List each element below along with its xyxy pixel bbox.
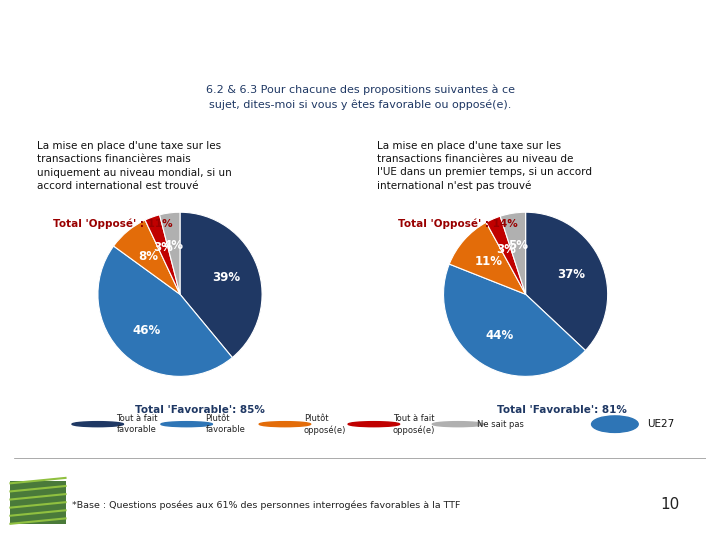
- Text: 39%: 39%: [212, 271, 240, 284]
- Circle shape: [432, 422, 484, 427]
- Circle shape: [72, 422, 124, 427]
- Text: 6.2 & 6.3 Pour chacune des propositions suivantes à ce
sujet, dites-moi si vous : 6.2 & 6.3 Pour chacune des propositions …: [205, 84, 515, 110]
- Text: La mise en place d'une taxe sur les
transactions financières au niveau de
l'UE d: La mise en place d'une taxe sur les tran…: [377, 141, 593, 191]
- Text: Ne sait pas: Ne sait pas: [477, 420, 523, 429]
- Text: Total 'Favorable': 85%: Total 'Favorable': 85%: [135, 406, 265, 415]
- Text: 11%: 11%: [474, 255, 503, 268]
- Text: 37%: 37%: [557, 268, 585, 281]
- Wedge shape: [486, 216, 526, 294]
- Wedge shape: [160, 212, 180, 294]
- Text: Total 'Opposé' : 14%: Total 'Opposé' : 14%: [398, 219, 518, 229]
- Text: 5%: 5%: [508, 239, 528, 252]
- FancyBboxPatch shape: [11, 481, 66, 524]
- Text: 3%: 3%: [496, 242, 516, 255]
- Text: Plutôt
favorable: Plutôt favorable: [205, 414, 246, 434]
- Wedge shape: [500, 212, 526, 294]
- Text: UE27: UE27: [647, 419, 675, 429]
- Text: Total 'Opposé' : 11%: Total 'Opposé' : 11%: [53, 219, 172, 229]
- Text: Tout à fait
opposé(e): Tout à fait opposé(e): [392, 414, 435, 435]
- Wedge shape: [449, 222, 526, 294]
- Text: 10: 10: [660, 497, 679, 512]
- Text: 1.1 TTF : les Européens sont à la fois pour une TTF uniquement au
niveau mondial: 1.1 TTF : les Européens sont à la fois p…: [18, 19, 500, 52]
- Text: 8%: 8%: [139, 250, 158, 263]
- Text: 3%: 3%: [153, 241, 174, 254]
- Wedge shape: [145, 215, 180, 294]
- Text: *Base : Questions posées aux 61% des personnes interrogées favorables à la TTF: *Base : Questions posées aux 61% des per…: [72, 500, 460, 510]
- Wedge shape: [98, 246, 233, 376]
- Circle shape: [348, 422, 400, 427]
- Wedge shape: [114, 220, 180, 294]
- Text: Plutôt
opposé(e): Plutôt opposé(e): [304, 414, 346, 435]
- Wedge shape: [526, 212, 608, 350]
- Circle shape: [259, 422, 311, 427]
- Text: 46%: 46%: [132, 323, 161, 337]
- Wedge shape: [180, 212, 262, 357]
- Circle shape: [161, 422, 212, 427]
- Text: Tout à fait
favorable: Tout à fait favorable: [117, 414, 158, 434]
- Text: 4%: 4%: [164, 239, 184, 252]
- Text: La mise en place d'une taxe sur les
transactions financières mais
uniquement au : La mise en place d'une taxe sur les tran…: [37, 141, 232, 191]
- Circle shape: [592, 416, 638, 433]
- Wedge shape: [444, 264, 585, 376]
- Text: 44%: 44%: [485, 329, 513, 342]
- Text: Total 'Favorable': 81%: Total 'Favorable': 81%: [497, 406, 626, 415]
